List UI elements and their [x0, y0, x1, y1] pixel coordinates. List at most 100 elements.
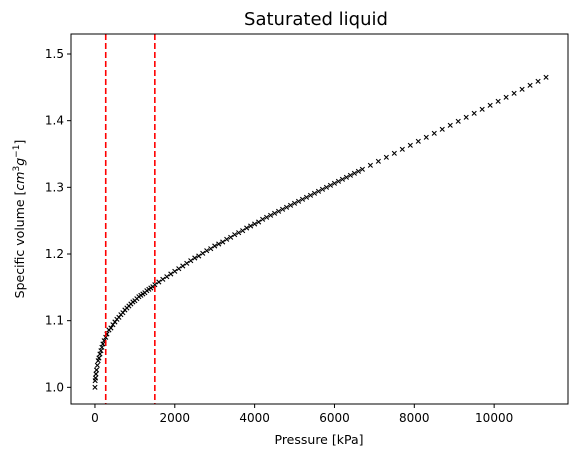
data-point — [208, 246, 214, 252]
data-point — [256, 219, 262, 225]
data-point — [196, 253, 202, 259]
y-axis-label-var1: cm — [12, 171, 27, 190]
data-point — [108, 325, 114, 331]
y-tick-label: 1.0 — [45, 380, 64, 394]
data-point — [511, 90, 517, 96]
data-point — [463, 114, 469, 120]
x-tick-label: 0 — [91, 411, 99, 425]
data-point — [351, 170, 358, 176]
y-axis-label-exp1: 3 — [12, 166, 22, 172]
data-point — [168, 271, 174, 277]
x-axis: 0 2000 4000 6000 8000 10000 — [91, 404, 513, 425]
data-point — [327, 182, 334, 188]
data-point — [391, 150, 397, 156]
data-point — [355, 168, 362, 174]
y-axis: 1.0 1.1 1.2 1.3 1.4 1.5 — [45, 47, 71, 394]
data-point — [535, 78, 541, 84]
data-point — [94, 362, 100, 368]
data-point — [192, 255, 198, 261]
axes-frame — [70, 33, 569, 405]
y-axis-label-prefix: Specific volume [ — [12, 191, 27, 299]
data-point — [495, 98, 501, 104]
data-point — [176, 266, 182, 272]
data-point — [295, 198, 302, 204]
data-point — [503, 94, 509, 100]
data-point — [479, 106, 485, 112]
data-point — [228, 234, 234, 240]
y-tick-label: 1.1 — [45, 314, 64, 328]
data-point — [244, 225, 250, 231]
data-point — [232, 232, 238, 238]
data-point — [331, 180, 338, 186]
data-point — [180, 263, 186, 269]
data-point — [92, 384, 98, 390]
data-point — [303, 194, 310, 200]
data-point — [103, 334, 109, 340]
data-point — [367, 162, 373, 168]
data-point — [375, 158, 381, 164]
y-tick-label: 1.3 — [45, 180, 64, 194]
data-point — [279, 206, 286, 212]
data-point — [519, 86, 525, 92]
x-axis-label: Pressure [kPa] — [275, 432, 364, 447]
y-tick-label: 1.4 — [45, 114, 64, 128]
y-axis-label-var2: g — [12, 158, 27, 166]
data-point — [188, 258, 194, 264]
data-point — [164, 274, 170, 280]
data-point — [172, 268, 178, 274]
data-point — [447, 122, 453, 128]
data-point — [335, 178, 342, 184]
data-point — [343, 174, 350, 180]
data-point — [527, 82, 533, 88]
data-point — [204, 248, 210, 254]
data-point — [260, 216, 266, 222]
data-point — [439, 126, 445, 132]
data-point — [264, 214, 270, 220]
x-tick-label: 6000 — [319, 411, 350, 425]
data-point — [93, 371, 99, 377]
y-axis-label: Specific volume [cm3g−1] — [12, 140, 27, 299]
data-point — [160, 276, 166, 282]
data-point — [184, 260, 190, 266]
data-point — [236, 230, 242, 236]
data-point — [383, 154, 389, 160]
data-point — [216, 241, 222, 247]
y-tick-label: 1.2 — [45, 247, 64, 261]
data-point — [272, 210, 278, 216]
data-point — [307, 192, 314, 198]
data-point — [200, 250, 206, 256]
x-tick-label: 2000 — [160, 411, 191, 425]
data-point — [407, 142, 413, 148]
data-point — [268, 212, 274, 218]
data-point — [431, 130, 437, 136]
data-point — [252, 221, 258, 227]
y-axis-label-exp2: −1 — [12, 145, 22, 158]
data-point — [93, 367, 100, 373]
data-point — [399, 146, 405, 152]
y-tick-label: 1.5 — [45, 47, 64, 61]
x-tick-label: 4000 — [239, 411, 270, 425]
data-point — [455, 118, 461, 124]
data-point — [220, 239, 226, 245]
data-point — [96, 355, 102, 361]
data-point — [212, 243, 218, 249]
data-point — [224, 236, 230, 242]
data-point — [543, 74, 549, 80]
chart-title: Saturated liquid — [244, 9, 388, 30]
data-point — [100, 341, 106, 347]
data-point — [240, 228, 246, 234]
y-axis-label-suffix: ] — [12, 140, 27, 145]
data-point — [299, 196, 306, 202]
data-point — [152, 282, 158, 288]
data-point — [471, 110, 477, 116]
data-point — [275, 208, 282, 214]
x-tick-label: 8000 — [399, 411, 430, 425]
data-point — [347, 172, 354, 178]
plot-area — [92, 34, 549, 404]
data-point — [487, 102, 493, 108]
data-point — [319, 186, 326, 192]
data-point — [415, 138, 421, 144]
x-tick-label: 10000 — [475, 411, 513, 425]
